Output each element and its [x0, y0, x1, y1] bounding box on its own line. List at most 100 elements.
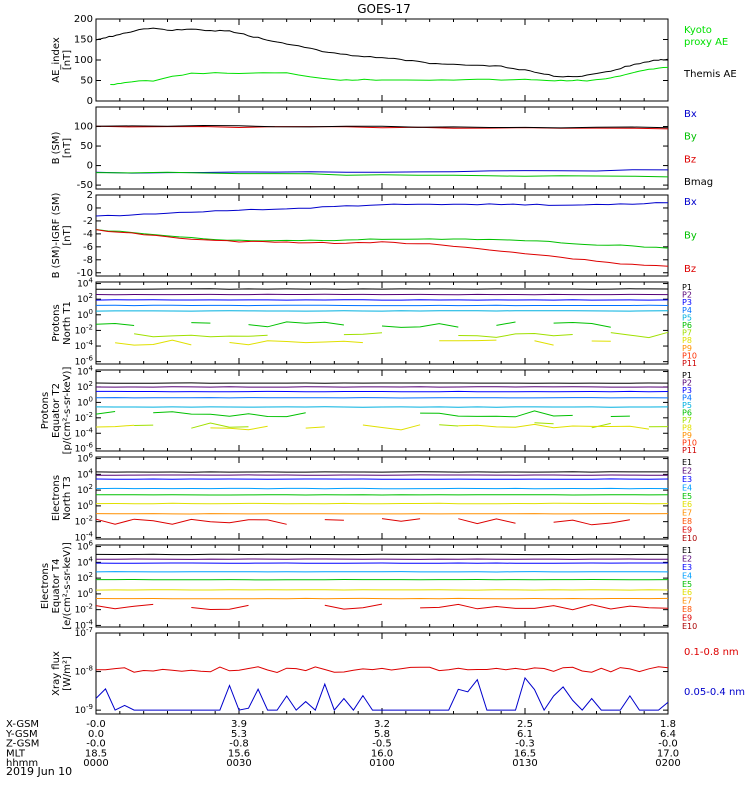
ephem-label: hhmm — [6, 758, 38, 769]
y-tick-label: 102 — [77, 380, 93, 393]
ephem-label: Y-GSM — [5, 729, 38, 740]
y-axis-label-line-0: Electrons — [40, 563, 51, 609]
legend-p7: P7 — [682, 329, 692, 338]
legend-entry: Bx — [684, 109, 697, 120]
y-tick-label: 106 — [77, 540, 93, 553]
y-axis-label-line-0: Protons — [51, 304, 62, 341]
series-line — [110, 66, 669, 86]
panel-5: 10-6 10-4 10-2 100 102 104 Protons Equator T2 [p… — [40, 365, 697, 455]
legend-p5: P5 — [682, 313, 692, 322]
legend-p10: P10 — [682, 351, 697, 360]
y-tick-label: 102 — [77, 571, 93, 584]
legend-entry: Themis AE — [683, 69, 737, 80]
series-line — [95, 202, 669, 217]
series-line — [95, 229, 669, 267]
legend-e6: E6 — [682, 588, 692, 597]
ephem-value: 16.5 — [514, 748, 536, 759]
y-tick-label: 100 — [74, 122, 93, 133]
legend-e1: E1 — [682, 458, 692, 467]
y-tick-label: 10-8 — [75, 665, 93, 678]
y-tick-label: 10-9 — [75, 703, 93, 716]
ephem-value: 0000 — [83, 758, 108, 769]
y-axis-label-line-1: [nT] — [62, 138, 73, 158]
y-tick-label: 10-4 — [75, 530, 94, 543]
date-label: 2019 Jun 10 — [6, 765, 72, 778]
legend-entry: 0.1-0.8 nm — [684, 647, 739, 658]
legend-entry: Bz — [684, 154, 696, 165]
y-axis-label-line-1: Equator T4 — [51, 559, 62, 614]
y-tick-label: -8 — [83, 255, 93, 266]
y-axis-label-line-1: Equator T2 — [51, 383, 62, 438]
legend-p8: P8 — [682, 336, 692, 345]
y-tick-label: 10-2 — [75, 411, 93, 424]
y-tick-label: 10-4 — [75, 426, 94, 439]
ephem-value: 3.2 — [374, 719, 390, 730]
series-line — [95, 423, 649, 431]
ephem-value: 17.0 — [657, 748, 679, 759]
y-tick-label: 102 — [77, 292, 93, 305]
y-axis-label-line-0: AE_index — [51, 37, 62, 83]
legend-e10: E10 — [682, 622, 697, 631]
legend-e8: E8 — [682, 605, 692, 614]
y-tick-label: 106 — [77, 452, 93, 465]
y-tick-label: 2 — [87, 190, 93, 201]
legend-p8: P8 — [682, 424, 692, 433]
y-tick-label: 10-6 — [75, 442, 94, 455]
ephem-value: 0030 — [226, 758, 251, 769]
y-axis-label-line-1: North T3 — [62, 476, 73, 520]
ephem-value: 0.0 — [88, 729, 104, 740]
legend-entry: Bmag — [684, 177, 713, 188]
panel-3: -10 -8 -6 -4 -2 0 2 B (SM)-IGRF (SM) [nT] Bx By Bz — [51, 190, 697, 279]
legend-e5: E5 — [682, 580, 692, 589]
legend-e9: E9 — [682, 614, 692, 623]
ephem-value: -0.3 — [515, 739, 535, 750]
ephem-label: X-GSM — [6, 719, 39, 730]
ephem-value: 0200 — [655, 758, 680, 769]
y-axis-label-line-0: Xray flux — [51, 651, 62, 696]
legend-p4: P4 — [682, 394, 692, 403]
legend-p5: P5 — [682, 401, 692, 410]
legend-p1: P1 — [682, 371, 692, 380]
series-line — [95, 124, 669, 129]
legend-p9: P9 — [682, 431, 692, 440]
y-axis-label-line-0: B (SM) — [51, 131, 62, 164]
panel-7: 10-4 10-2 100 102 104 106 Electrons Equator T4[… — [40, 540, 697, 632]
legend-p11: P11 — [682, 359, 697, 368]
series-line — [95, 518, 630, 526]
legend-entry: 0.05-0.4 nm — [684, 687, 745, 698]
legend-p4: P4 — [682, 306, 692, 315]
legend-e3: E3 — [682, 563, 692, 572]
y-tick-label: 10-4 — [75, 618, 94, 631]
y-tick-label: 100 — [77, 308, 93, 321]
ephem-value: 0100 — [369, 758, 394, 769]
legend-e2: E2 — [682, 554, 692, 563]
series-line — [95, 171, 669, 178]
ephem-value: 18.5 — [85, 748, 107, 759]
y-tick-label: 100 — [77, 587, 93, 600]
legend-entry: Kyoto — [684, 25, 712, 36]
ephem-value: -0.0 — [86, 739, 106, 750]
legend-e1: E1 — [682, 546, 692, 555]
legend-e8: E8 — [682, 517, 692, 526]
y-tick-label: 10-7 — [75, 626, 93, 639]
panel-8: 10-9 10-8 10-7 Xray flux [W/m²] 0.1-0.8 nm 0.0… — [51, 626, 745, 716]
legend-p9: P9 — [682, 344, 692, 353]
series-line — [134, 331, 669, 339]
chart-title: GOES-17 — [357, 2, 411, 16]
legend-p3: P3 — [682, 298, 692, 307]
legend-p2: P2 — [682, 379, 692, 388]
y-tick-label: -50 — [77, 180, 93, 191]
legend-entry: Bx — [684, 197, 697, 208]
y-axis-label-line-1: North T1 — [62, 301, 73, 345]
ephem-value: 2.5 — [517, 719, 533, 730]
series-line — [95, 666, 669, 674]
y-tick-label: 10-6 — [75, 355, 94, 368]
y-tick-label: 50 — [80, 76, 93, 87]
y-tick-label: 0 — [87, 203, 93, 214]
legend-e7: E7 — [682, 509, 692, 518]
y-tick-label: 50 — [80, 141, 93, 152]
y-tick-label: 104 — [77, 277, 93, 290]
y-axis-label-line-1: [W/m²] — [62, 656, 73, 691]
